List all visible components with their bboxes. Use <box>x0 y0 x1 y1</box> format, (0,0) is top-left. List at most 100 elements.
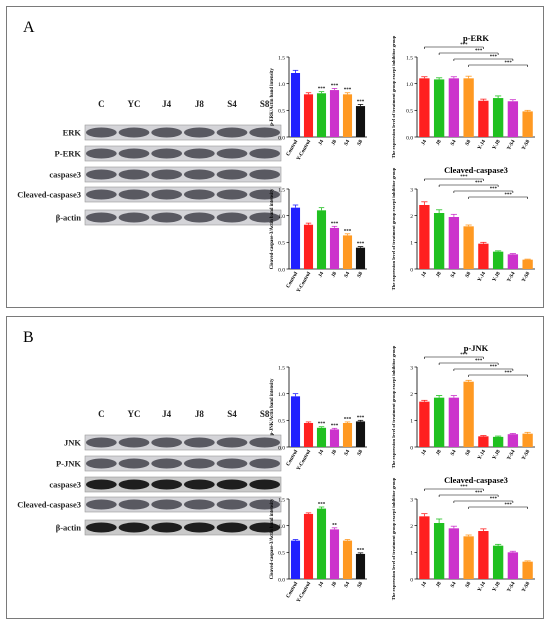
blot-band <box>249 189 281 200</box>
bar <box>316 427 327 447</box>
x-tick-label: J4 <box>317 271 325 279</box>
blot-band <box>183 127 215 138</box>
bracket-label: *** <box>460 175 468 180</box>
y-tick-label: 1.0 <box>278 392 285 398</box>
bar <box>448 78 460 137</box>
blot-band <box>183 169 215 180</box>
bracket-label: *** <box>460 353 468 358</box>
bar <box>329 227 340 269</box>
significance-label: *** <box>331 424 339 429</box>
bracket-label: *** <box>505 371 513 376</box>
x-tick-label: S4 <box>343 271 351 279</box>
blot-band <box>183 189 215 200</box>
bar <box>329 90 340 137</box>
bar <box>419 516 430 579</box>
lane-label: S8 <box>260 409 270 419</box>
significance-label: *** <box>318 87 326 92</box>
significance-label: *** <box>344 229 352 234</box>
lane-label: J8 <box>195 409 205 419</box>
y-tick-label: 3 <box>410 497 413 503</box>
blot-band <box>183 479 215 490</box>
chart-title: Cleaved-caspase3 <box>444 475 508 485</box>
significance-label: *** <box>331 222 339 227</box>
blot-band <box>249 148 281 159</box>
bar <box>355 421 366 447</box>
bar <box>478 531 489 579</box>
panel-b: B C YC J4 J8 S4 S8 JNK P-JNK caspase3 Cleaved-cas… <box>6 316 544 619</box>
bar <box>329 429 340 447</box>
y-tick-label: 0.0 <box>406 135 413 141</box>
x-tick-label: J8 <box>435 449 443 457</box>
bar <box>448 397 460 447</box>
x-tick-label: Y-S4 <box>506 581 517 594</box>
x-tick-label: Y-J4 <box>477 581 488 593</box>
y-tick-label: 1.0 <box>278 524 285 530</box>
y-tick-label: 1 <box>410 241 413 247</box>
bracket-label: *** <box>490 497 498 502</box>
y-tick-label: 0.5 <box>278 419 285 425</box>
bar <box>355 106 366 137</box>
bar <box>492 545 504 579</box>
bracket-label: *** <box>460 485 468 490</box>
bar <box>419 401 430 447</box>
lane-label: S4 <box>227 99 237 109</box>
y-axis-label: The expression level of treatment group … <box>391 477 396 600</box>
y-tick-label: 0.0 <box>278 445 285 451</box>
x-tick-label: Y-S8 <box>521 581 532 594</box>
y-tick-label: 2 <box>410 392 413 398</box>
blot-band <box>85 437 117 448</box>
blot-band <box>118 479 150 490</box>
bar <box>342 540 353 579</box>
y-tick-label: 1.0 <box>406 82 413 88</box>
blot-band <box>118 499 150 510</box>
x-tick-label: Y-S8 <box>521 271 532 284</box>
x-tick-label: Y-S4 <box>506 139 517 152</box>
bar <box>316 210 327 269</box>
bar <box>463 78 474 137</box>
blot-band <box>85 499 117 510</box>
x-tick-label: S4 <box>450 139 458 147</box>
blot-band <box>85 169 117 180</box>
x-tick-label: S8 <box>356 581 364 589</box>
blot-row-label: caspase3 <box>49 480 81 490</box>
y-tick-label: 0.0 <box>278 577 285 583</box>
significance-label: *** <box>344 88 352 93</box>
blot-band <box>183 458 215 469</box>
blot-row-label: Cleaved-caspase3 <box>17 190 81 200</box>
y-tick-label: 1.5 <box>278 497 285 503</box>
y-axis-label: p-JNK/Actin band intensity <box>270 378 275 435</box>
blot-band <box>118 189 150 200</box>
blot-band <box>151 189 183 200</box>
y-tick-label: 3 <box>410 365 413 371</box>
x-tick-label: Y-J8 <box>491 449 502 461</box>
x-tick-label: Y-J4 <box>477 139 488 151</box>
bar <box>492 251 504 269</box>
x-tick-label: J4 <box>420 449 428 457</box>
y-tick-label: 0 <box>410 267 413 273</box>
x-tick-label: J8 <box>435 271 443 279</box>
blot-band <box>249 212 281 223</box>
blot-band <box>85 127 117 138</box>
chart-title: p-ERK <box>463 33 489 43</box>
x-tick-label: Y-J4 <box>477 449 488 461</box>
y-tick-label: 1.5 <box>278 365 285 371</box>
y-tick-label: 1.5 <box>278 187 285 193</box>
blot-band <box>216 212 248 223</box>
blot-band <box>183 499 215 510</box>
bar <box>507 101 519 137</box>
blot-row-label: ERK <box>63 128 82 138</box>
x-tick-label: S8 <box>356 449 364 457</box>
y-tick-label: 1 <box>410 551 413 557</box>
y-axis-label: The expression level of treatment group … <box>391 35 396 158</box>
significance-label: *** <box>331 84 339 89</box>
blot-band <box>118 127 150 138</box>
blot-band <box>151 437 183 448</box>
bar <box>448 217 460 269</box>
x-tick-label: J4 <box>317 581 325 589</box>
x-tick-label: Y-S8 <box>521 449 532 462</box>
x-tick-label: Y-J4 <box>477 271 488 283</box>
blot-band <box>118 212 150 223</box>
blot-row-label: Cleaved-caspase3 <box>17 500 81 510</box>
blot-band <box>151 169 183 180</box>
bar <box>316 93 327 137</box>
